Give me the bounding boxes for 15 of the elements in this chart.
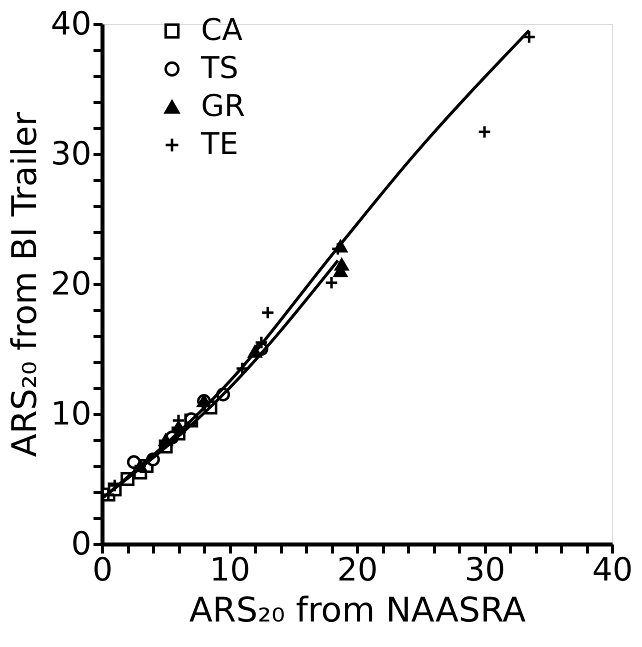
x-axis-title: ARS₂₀ from NAASRA [189,590,526,630]
legend-label: GR [201,89,246,124]
y-tick-label: 0 [71,524,92,562]
legend-label: CA [201,13,243,48]
x-tick-label: 10 [210,550,250,588]
x-tick-label: 30 [464,550,506,588]
y-tick-label: 40 [50,4,92,42]
y-axis-title: ARS₂₀ from BI Trailer [4,112,45,457]
x-tick-label: 40 [592,550,633,588]
legend-label: TE [200,127,238,162]
y-tick-label: 10 [50,394,92,432]
y-tick-label: 30 [50,134,92,172]
x-tick-label: 20 [337,550,378,588]
y-tick-label: 20 [50,264,92,302]
legend-label: TS [200,51,238,86]
